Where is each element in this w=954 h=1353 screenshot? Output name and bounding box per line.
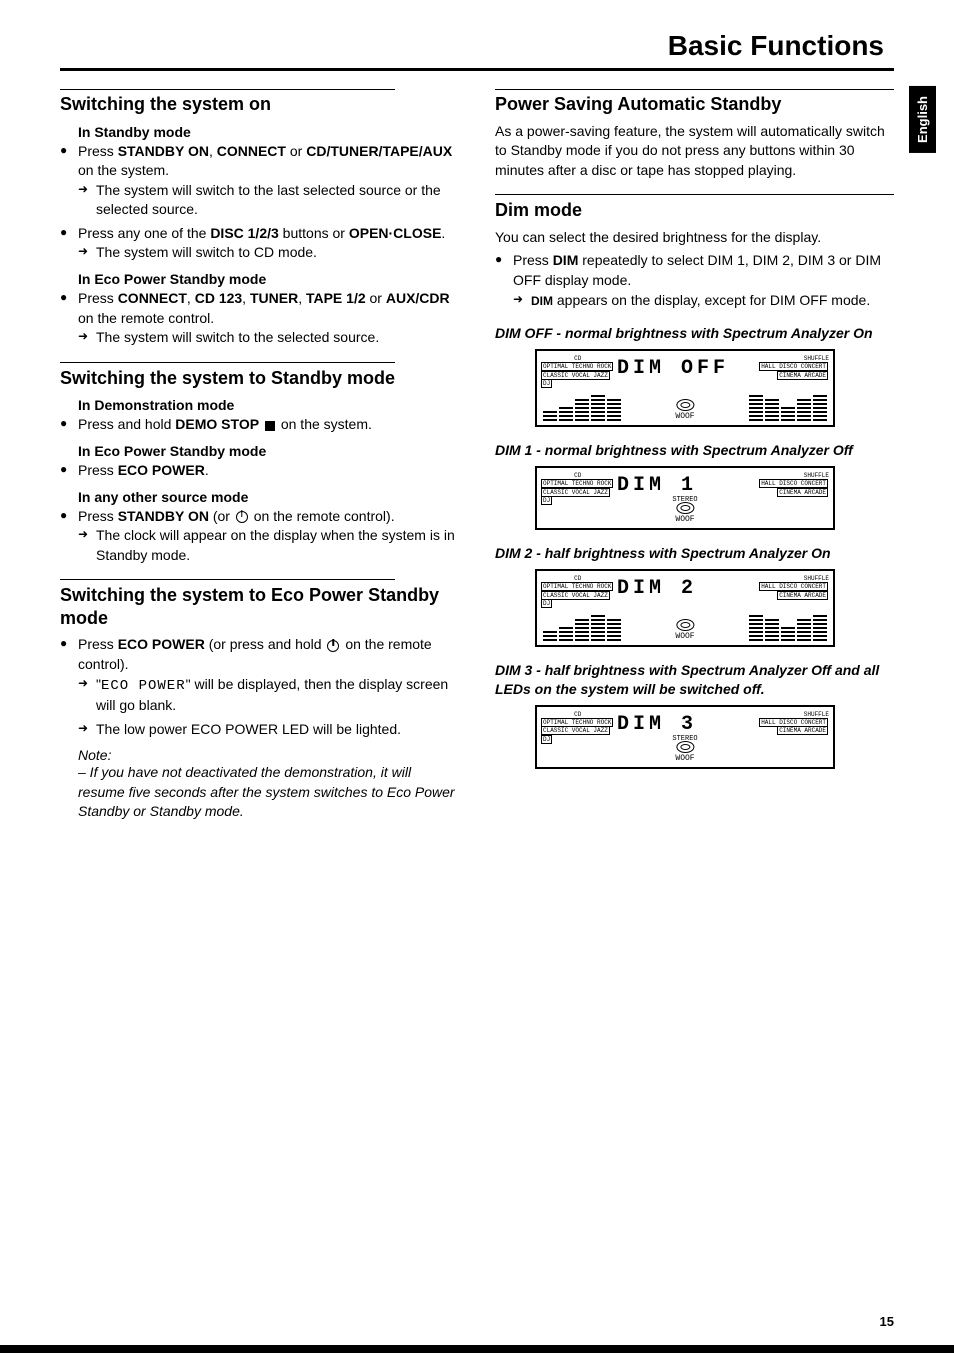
page-number: 15 (880, 1314, 894, 1329)
result-text: The system will switch to CD mode. (78, 243, 459, 263)
bullet-item: Press STANDBY ON (or on the remote contr… (60, 507, 459, 566)
woof-indicator: WOOF (675, 619, 694, 641)
display-badges-right: SHUFFLE HALL DISCO CONCERT CINEMA ARCADE (759, 355, 829, 380)
subhead-eco-standby: In Eco Power Standby mode (78, 271, 459, 287)
result-text: The low power ECO POWER LED will be ligh… (78, 720, 459, 740)
bullet-item: Press STANDBY ON, CONNECT or CD/TUNER/TA… (60, 142, 459, 220)
dim2-caption: DIM 2 - half brightness with Spectrum An… (495, 544, 894, 563)
display-badges-left: CD OPTIMAL TECHNO ROCK CLASSIC VOCAL JAZ… (541, 575, 614, 609)
bullet-item: Press ECO POWER. (60, 461, 459, 481)
bullet-item: Press any one of the DISC 1/2/3 buttons … (60, 224, 459, 263)
paragraph: As a power-saving feature, the system wi… (495, 122, 894, 181)
display-dim2: CD OPTIMAL TECHNO ROCK CLASSIC VOCAL JAZ… (535, 569, 835, 647)
bullet-item: Press CONNECT, CD 123, TUNER, TAPE 1/2 o… (60, 289, 459, 348)
power-icon (236, 511, 248, 523)
subhead-eco-standby-2: In Eco Power Standby mode (78, 443, 459, 459)
stop-icon (265, 421, 275, 431)
display-segment-text: DIM 1 (617, 474, 697, 497)
bullet-item: Press DIM repeatedly to select DIM 1, DI… (495, 251, 894, 310)
bullet-item: Press and hold DEMO STOP on the system. (60, 415, 459, 435)
bullet-item: Press ECO POWER (or press and hold on th… (60, 635, 459, 739)
result-text: "ECO POWER" will be displayed, then the … (78, 675, 459, 716)
heading-power-saving: Power Saving Automatic Standby (495, 89, 894, 116)
heading-switch-eco: Switching the system to Eco Power Standb… (60, 584, 459, 629)
display-badges-left: CD OPTIMAL TECHNO ROCK CLASSIC VOCAL JAZ… (541, 472, 614, 506)
woof-indicator: WOOF (675, 741, 694, 763)
subhead-standby-mode: In Standby mode (78, 124, 459, 140)
result-text: The system will switch to the last selec… (78, 181, 459, 220)
display-badges-right: SHUFFLE HALL DISCO CONCERT CINEMA ARCADE (759, 711, 829, 736)
display-segment-text: DIM 3 (617, 713, 697, 736)
power-icon (327, 640, 339, 652)
subhead-demo-mode: In Demonstration mode (78, 397, 459, 413)
display-dim1: CD OPTIMAL TECHNO ROCK CLASSIC VOCAL JAZ… (535, 466, 835, 530)
woof-indicator: WOOF (675, 502, 694, 524)
display-badges-right: SHUFFLE HALL DISCO CONCERT CINEMA ARCADE (759, 575, 829, 600)
right-column: Power Saving Automatic Standby As a powe… (495, 89, 894, 822)
note-heading: Note: (60, 747, 459, 763)
display-segment-text: DIM OFF (617, 357, 729, 380)
display-badges-right: SHUFFLE HALL DISCO CONCERT CINEMA ARCADE (759, 472, 829, 497)
left-column: Switching the system on In Standby mode … (60, 89, 459, 822)
display-dim3: CD OPTIMAL TECHNO ROCK CLASSIC VOCAL JAZ… (535, 705, 835, 769)
display-dim-off: CD OPTIMAL TECHNO ROCK CLASSIC VOCAL JAZ… (535, 349, 835, 427)
page-title: Basic Functions (60, 30, 894, 71)
display-badges-left: CD OPTIMAL TECHNO ROCK CLASSIC VOCAL JAZ… (541, 355, 614, 389)
heading-switch-on: Switching the system on (60, 89, 459, 116)
language-tab: English (909, 86, 936, 153)
heading-switch-standby: Switching the system to Standby mode (60, 367, 459, 390)
subhead-other-source: In any other source mode (78, 489, 459, 505)
heading-dim-mode: Dim mode (495, 199, 894, 222)
display-badges-left: CD OPTIMAL TECHNO ROCK CLASSIC VOCAL JAZ… (541, 711, 614, 745)
woof-indicator: WOOF (675, 399, 694, 421)
result-text: The clock will appear on the display whe… (78, 526, 459, 565)
paragraph: You can select the desired brightness fo… (495, 228, 894, 248)
result-text: The system will switch to the selected s… (78, 328, 459, 348)
dim1-caption: DIM 1 - normal brightness with Spectrum … (495, 441, 894, 460)
dim-off-caption: DIM OFF - normal brightness with Spectru… (495, 324, 894, 343)
dim3-caption: DIM 3 - half brightness with Spectrum An… (495, 661, 894, 699)
display-segment-text: DIM 2 (617, 577, 697, 600)
note-body: – If you have not deactivated the demons… (60, 763, 459, 822)
footer-bar (0, 1345, 954, 1353)
result-text: DIM appears on the display, except for D… (513, 291, 894, 311)
